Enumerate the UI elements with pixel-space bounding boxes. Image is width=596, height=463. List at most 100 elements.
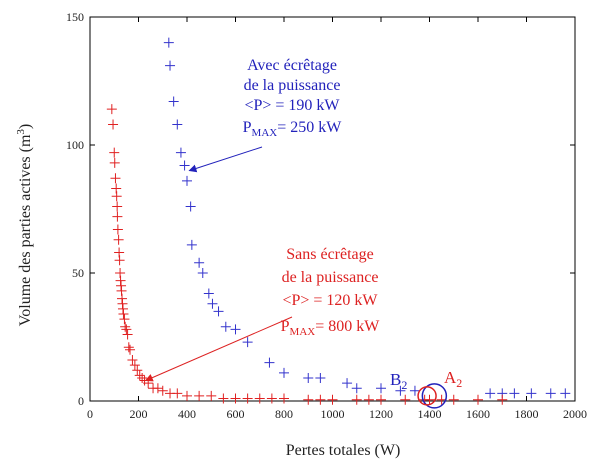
annotation-blue-sub: MAX (252, 127, 278, 139)
data-point-plus (448, 394, 459, 405)
data-point-plus (113, 234, 124, 245)
data-point-plus (172, 388, 183, 399)
plot-border (89, 16, 576, 402)
data-point-plus (376, 394, 386, 405)
y-axis-title-end: ) (17, 124, 34, 129)
x-tick-label: 1000 (321, 407, 345, 421)
data-point-plus (129, 360, 140, 371)
data-point-plus (125, 344, 136, 355)
data-point-plus (122, 329, 133, 340)
x-axis-title: Pertes totales (W) (286, 442, 401, 459)
data-point-plus (203, 288, 214, 299)
data-point-plus (163, 37, 174, 48)
annotation-blue: Avec écrêtage de la puissance <P> = 190 … (243, 57, 343, 139)
annotation-red-line1: Sans écrêtage (286, 246, 374, 263)
data-point-plus (213, 306, 224, 317)
y-axis-title-sup: 3 (15, 129, 27, 135)
x-tick-label: 2000 (563, 407, 587, 421)
data-point-plus (109, 147, 120, 158)
data-point-plus (230, 324, 241, 335)
data-point-plus (242, 337, 253, 348)
annotation-red-line3: <P> = 120 kW (282, 292, 378, 309)
data-point-plus (206, 390, 217, 401)
annotation-red-rest: = 800 kW (315, 318, 380, 335)
plot-frame (89, 16, 576, 402)
annotation-blue-p: P (243, 119, 252, 136)
data-point-plus (279, 393, 289, 404)
data-point-plus (395, 385, 406, 396)
data-point-plus (351, 394, 362, 405)
data-point-plus (132, 365, 143, 376)
data-point-plus (112, 224, 123, 235)
data-point-plus (242, 393, 253, 404)
data-point-plus (264, 357, 275, 368)
data-point-plus (182, 390, 192, 401)
x-tick-label: 600 (227, 407, 245, 421)
y-axis-ticks: 0 50 100 150 (66, 10, 575, 408)
data-point-plus (197, 268, 208, 278)
data-point-plus (526, 388, 537, 399)
data-point-plus (112, 211, 123, 222)
annotation-red-line4: PMAX= 800 kW (281, 318, 381, 338)
data-point-plus (137, 372, 148, 383)
data-point-plus (106, 104, 117, 115)
x-tick-label: 0 (87, 407, 93, 421)
data-point-plus (123, 342, 134, 353)
label-a2: A2 (444, 368, 462, 390)
data-point-plus (179, 160, 190, 171)
annotation-red-p: P (281, 318, 290, 335)
data-point-plus (230, 393, 241, 404)
data-point-plus (110, 173, 121, 184)
data-point-plus (218, 393, 229, 404)
data-point-plus (303, 372, 314, 383)
data-point-plus (363, 394, 374, 405)
data-point-plus (400, 394, 411, 405)
data-point-plus (409, 385, 420, 396)
data-point-plus (121, 324, 132, 335)
data-point-plus (327, 394, 338, 405)
data-point-plus (254, 393, 265, 404)
label-a2-sub: 2 (456, 376, 462, 390)
data-point-plus (376, 383, 386, 394)
data-point-plus (127, 355, 138, 366)
x-tick-label: 1200 (369, 407, 393, 421)
data-point-plus (315, 394, 326, 405)
annotation-blue-line1: Avec écrêtage (247, 57, 337, 74)
y-axis-title-main: Volume des parties actives (m (17, 134, 34, 326)
data-point-plus (111, 191, 122, 202)
data-point-plus (315, 372, 326, 383)
y-tick-label: 0 (78, 394, 84, 408)
data-point-plus (207, 298, 218, 309)
x-tick-label: 1400 (418, 407, 442, 421)
data-point-plus (182, 175, 192, 186)
data-point-plus (152, 383, 163, 394)
label-b2: B2 (390, 370, 407, 392)
data-point-plus (473, 394, 483, 405)
label-b2-sub: 2 (401, 378, 407, 392)
data-point-plus (342, 378, 353, 389)
annotation-blue-arrow (188, 146, 263, 173)
data-point-plus (303, 394, 314, 405)
data-point-plus (436, 394, 447, 405)
label-a2-letter: A (444, 368, 457, 387)
data-point-plus (424, 394, 435, 405)
x-tick-label: 400 (178, 407, 196, 421)
data-point-plus (279, 367, 289, 378)
data-point-plus (185, 201, 196, 212)
annotation-red-line2: de la puissance (282, 269, 379, 286)
data-point-plus (186, 239, 197, 250)
data-point-plus (351, 383, 362, 394)
data-point-plus (175, 147, 186, 158)
series-0-markers (163, 37, 571, 399)
data-point-plus (108, 119, 119, 130)
x-tick-label: 1800 (515, 407, 539, 421)
data-point-plus (220, 321, 231, 332)
data-markers (106, 37, 571, 405)
data-point-plus (194, 257, 205, 268)
data-point-plus (266, 393, 277, 404)
y-axis-title: Volume des parties actives (m3) (15, 124, 34, 326)
data-point-plus (134, 370, 145, 381)
data-point-plus (119, 314, 130, 325)
data-point-plus (545, 388, 556, 399)
